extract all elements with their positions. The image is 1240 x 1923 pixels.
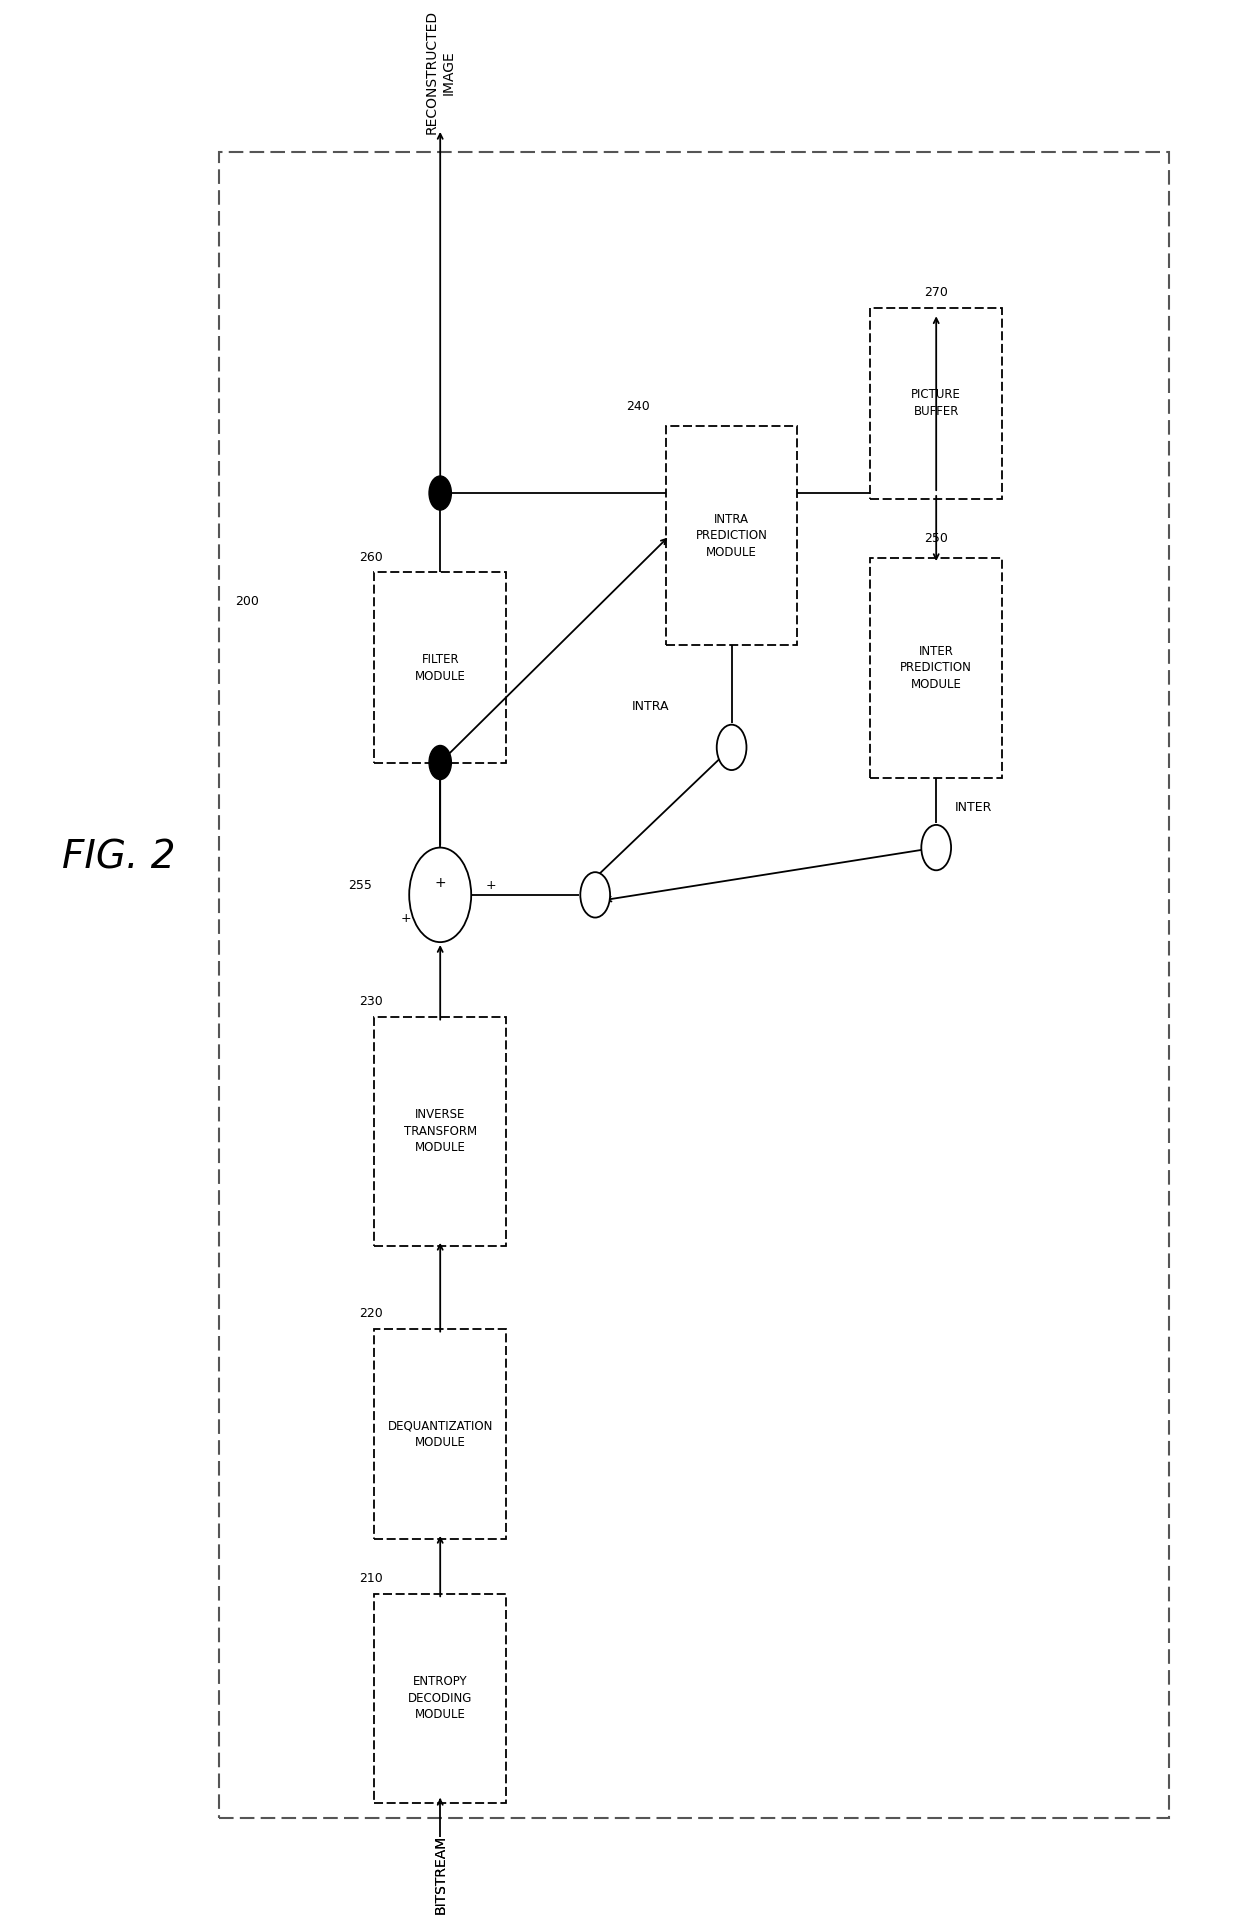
- Text: 230: 230: [360, 996, 383, 1008]
- Text: INTER
PREDICTION
MODULE: INTER PREDICTION MODULE: [900, 644, 972, 690]
- Text: INTRA
PREDICTION
MODULE: INTRA PREDICTION MODULE: [696, 513, 768, 558]
- FancyBboxPatch shape: [374, 573, 506, 763]
- FancyBboxPatch shape: [666, 425, 797, 646]
- Text: 240: 240: [626, 400, 650, 413]
- Text: +: +: [434, 877, 446, 890]
- FancyBboxPatch shape: [374, 1017, 506, 1246]
- Text: 255: 255: [348, 879, 372, 892]
- Text: 250: 250: [924, 533, 947, 544]
- Text: +: +: [401, 912, 412, 925]
- FancyBboxPatch shape: [374, 1329, 506, 1538]
- Text: RECONSTRUCTED
IMAGE: RECONSTRUCTED IMAGE: [425, 10, 455, 135]
- Text: 260: 260: [360, 552, 383, 563]
- Text: 220: 220: [360, 1308, 383, 1321]
- Text: 210: 210: [360, 1571, 383, 1585]
- Text: BITSTREAM: BITSTREAM: [433, 1835, 448, 1913]
- Text: +: +: [486, 879, 497, 892]
- Text: INTER: INTER: [955, 800, 992, 813]
- Circle shape: [429, 746, 451, 779]
- FancyBboxPatch shape: [374, 1594, 506, 1804]
- Text: DEQUANTIZATION
MODULE: DEQUANTIZATION MODULE: [388, 1419, 492, 1448]
- Text: FILTER
MODULE: FILTER MODULE: [414, 654, 466, 683]
- Circle shape: [921, 825, 951, 871]
- Circle shape: [409, 848, 471, 942]
- Text: ENTROPY
DECODING
MODULE: ENTROPY DECODING MODULE: [408, 1675, 472, 1721]
- Circle shape: [717, 725, 746, 769]
- Circle shape: [580, 873, 610, 917]
- Text: BITSTREAM: BITSTREAM: [433, 1835, 448, 1913]
- Circle shape: [429, 477, 451, 510]
- Text: INVERSE
TRANSFORM
MODULE: INVERSE TRANSFORM MODULE: [404, 1108, 476, 1154]
- Text: 270: 270: [924, 287, 947, 300]
- FancyBboxPatch shape: [870, 558, 1002, 777]
- FancyBboxPatch shape: [870, 308, 1002, 498]
- Text: 200: 200: [236, 596, 259, 608]
- FancyBboxPatch shape: [219, 152, 1169, 1817]
- Text: FIG. 2: FIG. 2: [62, 838, 176, 877]
- Text: PICTURE
BUFFER: PICTURE BUFFER: [911, 388, 961, 417]
- Text: INTRA: INTRA: [632, 700, 670, 713]
